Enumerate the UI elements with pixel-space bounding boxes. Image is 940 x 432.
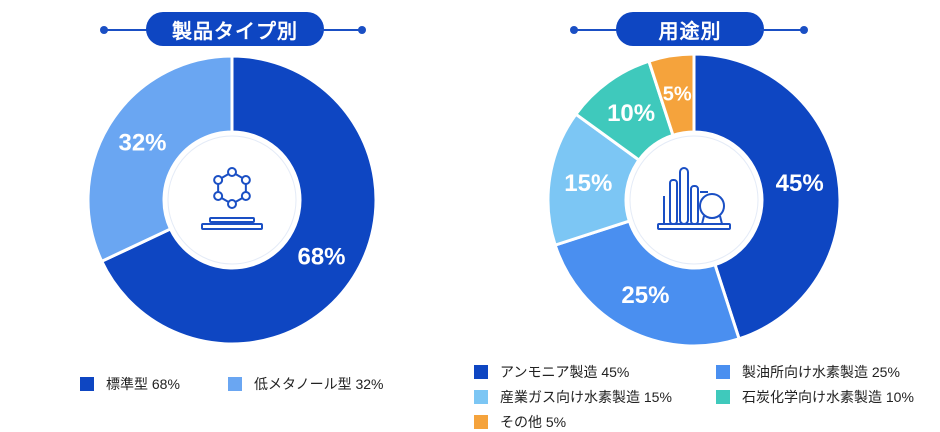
title-line-right (320, 29, 362, 31)
title-line-right (760, 29, 804, 31)
legend-swatch (228, 377, 242, 391)
title-line-left (104, 29, 150, 31)
legend-swatch (474, 390, 488, 404)
legend-swatch (474, 365, 488, 379)
title-line-left (574, 29, 620, 31)
donut-slice-2 (86, 54, 234, 264)
legend-item: その他 5% (474, 412, 566, 432)
legend-item: アンモニア製造 45% (474, 362, 629, 382)
legend-swatch (474, 415, 488, 429)
legend-label: 低メタノール型 32% (254, 376, 384, 392)
legend-swatch (716, 365, 730, 379)
legend-item: 標準型 68% (80, 374, 180, 394)
legend-label: 製油所向け水素製造 25% (742, 364, 900, 380)
donut-slice-1 (692, 52, 842, 341)
legend-label: 標準型 68% (106, 376, 180, 392)
donut-chart-application: 45% 25% 15% 10% 5% (546, 52, 842, 348)
legend-item: 低メタノール型 32% (228, 374, 384, 394)
slice-value-label: 32% (118, 130, 166, 157)
chart-title-group: 製品タイプ別 (0, 10, 470, 50)
slice-value-label: 15% (564, 170, 612, 197)
legend-label: その他 5% (500, 414, 567, 430)
legend-label: アンモニア製造 45% (500, 364, 630, 380)
legend-swatch (716, 390, 730, 404)
donut-center (629, 135, 759, 265)
slice-value-label: 5% (663, 83, 692, 105)
legend-item: 石炭化学向け水素製造 10% (716, 387, 914, 407)
refinery-icon (657, 167, 731, 230)
legend-item: 産業ガス向け水素製造 15% (474, 387, 672, 407)
legend-item: 製油所向け水素製造 25% (716, 362, 900, 382)
chart-title: 製品タイプ別 (146, 12, 324, 46)
title-dot-right (358, 26, 366, 34)
molecule-icon (201, 167, 263, 230)
chart-title: 用途別 (616, 12, 764, 46)
legend-swatch (80, 377, 94, 391)
legend-label: 産業ガス向け水素製造 15% (500, 389, 672, 405)
slice-value-label: 68% (297, 243, 345, 270)
donut-chart-product-type: 68% 32% (86, 54, 378, 346)
slice-value-label: 25% (621, 282, 669, 309)
slice-value-label: 45% (776, 170, 824, 197)
donut-slice-5 (646, 52, 696, 138)
donut-slice-1 (99, 54, 378, 346)
slice-value-label: 10% (607, 100, 655, 127)
legend-label: 石炭化学向け水素製造 10% (742, 389, 914, 405)
chart-panel-application: 用途別 45% 25% 15% 10% 5% アンモニア製造 45% 製油所向け水素製造 … (470, 0, 940, 430)
donut-slice-2 (553, 219, 742, 348)
title-dot-right (800, 26, 808, 34)
chart-panel-product-type: 製品タイプ別 68% 32% 標準型 68% 低メタノール型 32% (0, 0, 470, 426)
chart-title-group: 用途別 (470, 10, 940, 50)
